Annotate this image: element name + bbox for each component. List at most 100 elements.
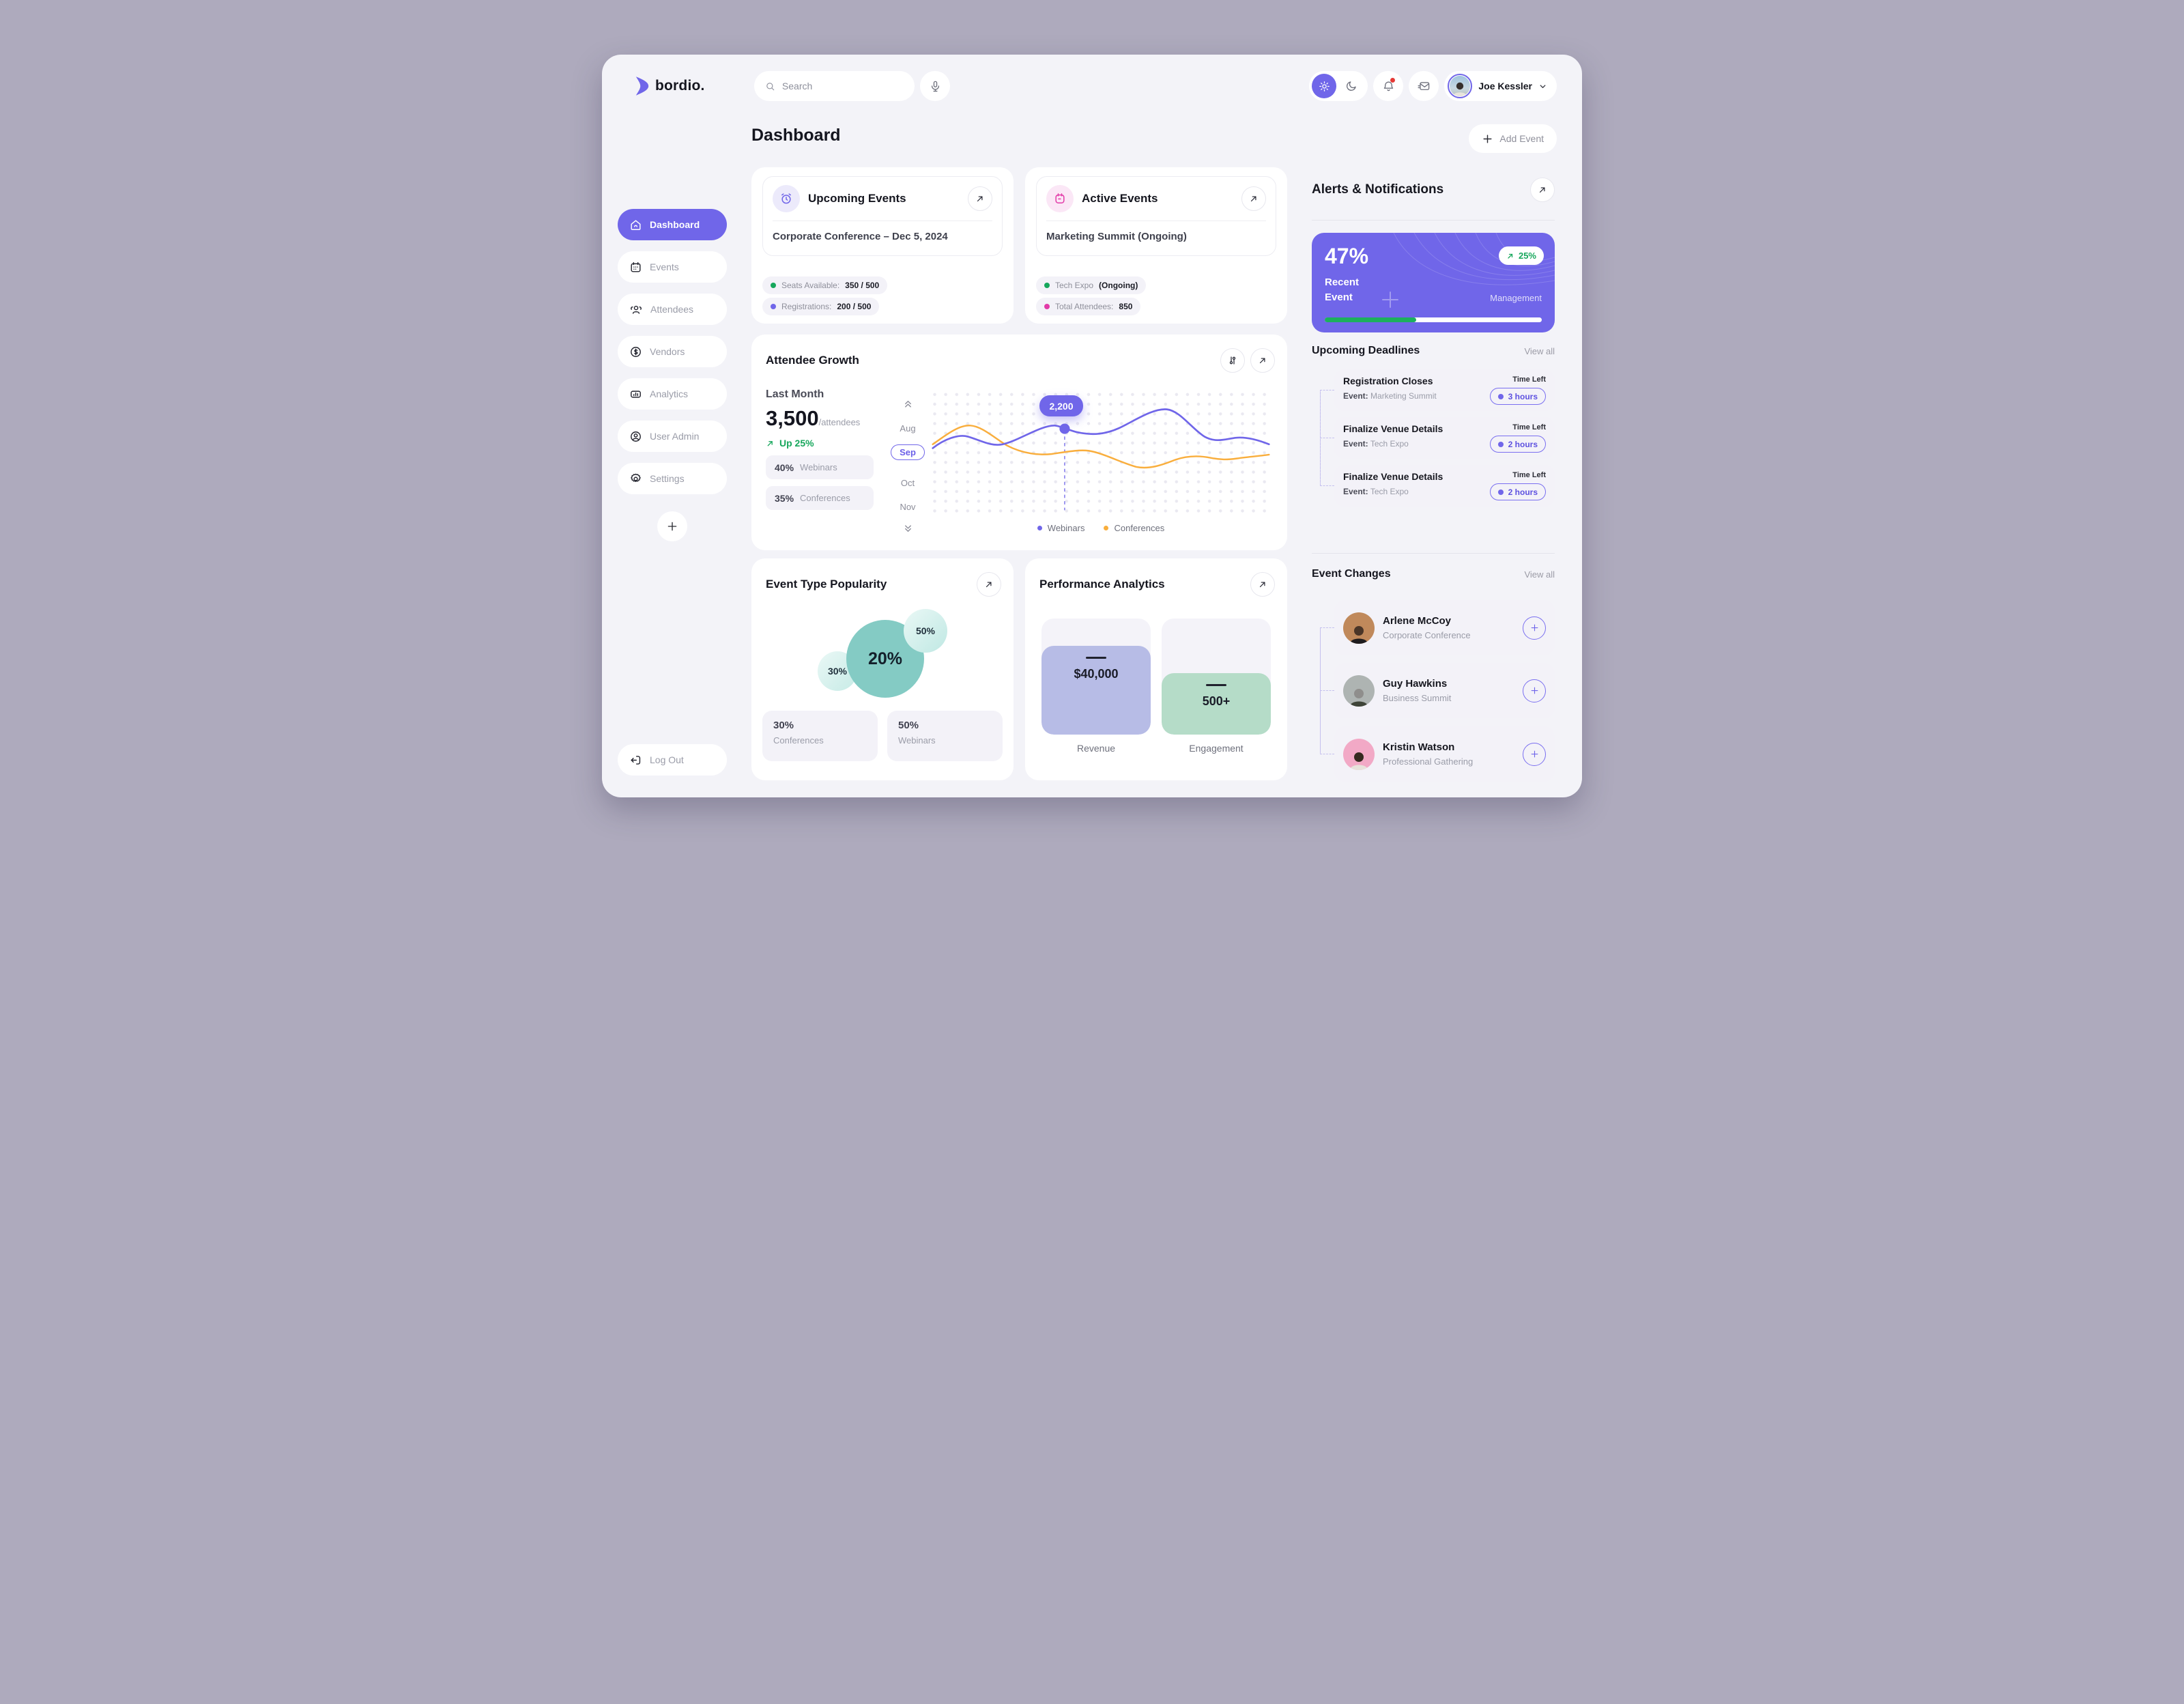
user-menu[interactable]: Joe Kessler [1444, 71, 1557, 101]
month-option-nov[interactable]: Nov [900, 502, 916, 512]
event-change-row[interactable]: Arlene McCoy Corporate Conference [1334, 600, 1555, 655]
share-label: Conferences [800, 493, 850, 503]
divider [1312, 553, 1555, 554]
sidebar: Dashboard Events Attendees [618, 209, 727, 494]
voice-search-button[interactable] [920, 71, 950, 101]
legend-webinars: Webinars [1037, 523, 1084, 533]
scroll-up-icon[interactable] [903, 399, 913, 408]
scroll-down-icon[interactable] [903, 524, 913, 533]
sidebar-item-user-admin[interactable]: User Admin [618, 421, 727, 452]
person-silhouette [1350, 625, 1368, 644]
upcoming-events-summary-box: Upcoming Events Corporate Conference – D… [762, 176, 1003, 256]
engagement-bar: 500+ [1162, 673, 1271, 735]
promo-progress-track [1325, 317, 1542, 322]
event-type-tiles: 30% Conferences 50% Webinars [762, 711, 1003, 761]
stat-value: 350 / 500 [845, 281, 880, 290]
sidebar-item-vendors[interactable]: Vendors [618, 336, 727, 367]
add-change-button[interactable] [1523, 742, 1546, 766]
sidebar-add-button[interactable] [657, 511, 687, 541]
sidebar-item-analytics[interactable]: Analytics [618, 378, 727, 410]
section-title: Event Changes [1312, 568, 1391, 580]
sidebar-item-dashboard[interactable]: Dashboard [618, 209, 727, 240]
share-pct: 35% [775, 492, 794, 504]
active-events-open-button[interactable] [1241, 186, 1266, 211]
card-title: Active Events [1082, 192, 1158, 205]
time-left-value: 2 hours [1508, 487, 1538, 497]
add-event-button[interactable]: Add Event [1469, 124, 1557, 153]
section-title: Upcoming Deadlines [1312, 345, 1420, 356]
arrow-up-right-icon [1259, 582, 1265, 588]
mail-icon [1418, 81, 1430, 90]
deadlines-view-all-link[interactable]: View all [1524, 345, 1555, 356]
alerts-open-button[interactable] [1530, 178, 1555, 202]
event-key: Event: [1343, 391, 1368, 401]
theme-toggle[interactable] [1309, 71, 1368, 101]
bubble-main: 20% [846, 620, 924, 698]
month-option-sep-selected[interactable]: Sep [891, 444, 925, 460]
dark-mode-button[interactable] [1339, 74, 1364, 98]
legend-label: Conferences [1114, 523, 1165, 533]
person-event: Business Summit [1383, 693, 1452, 703]
change-info: Guy Hawkins Business Summit [1383, 678, 1451, 703]
light-mode-button[interactable] [1312, 74, 1337, 98]
deadline-title: Finalize Venue Details [1343, 423, 1443, 434]
dollar-coin-icon [631, 346, 641, 357]
event-change-row[interactable]: Kristin Watson Professional Gathering [1334, 726, 1555, 782]
plus-icon [667, 522, 677, 531]
plus-icon [1483, 134, 1492, 143]
user-name: Joe Kessler [1478, 81, 1532, 91]
search-bar[interactable] [754, 71, 915, 101]
month-option-oct[interactable]: Oct [900, 478, 915, 488]
logout-button[interactable]: Log Out [618, 744, 727, 776]
attendee-growth-chart[interactable]: 2,200 [930, 393, 1271, 515]
promo-line1: Recent [1325, 276, 1360, 288]
promo-right-label: Management [1490, 293, 1542, 303]
revenue-label: Revenue [1076, 743, 1116, 754]
bubble-value: 30% [827, 666, 848, 677]
event-type-open-button[interactable] [977, 572, 1001, 597]
trend-up-icon [1508, 253, 1513, 259]
section-title: Alerts & Notifications [1312, 182, 1444, 197]
sidebar-item-attendees[interactable]: Attendees [618, 294, 727, 325]
desktop-background: bordio. [546, 0, 1638, 852]
promo-line2: Event [1325, 292, 1353, 303]
purple-dot [1497, 441, 1504, 447]
chart-filter-button[interactable] [1220, 348, 1245, 373]
conferences-share-pill: 35% Conferences [766, 486, 874, 510]
changes-view-all-link[interactable]: View all [1524, 569, 1555, 580]
deadline-card[interactable]: Finalize Venue Details Event: Tech Expo … [1334, 465, 1555, 507]
stat-label: Tech Expo [1055, 281, 1094, 290]
total-attendees-pill: Total Attendees: 850 [1036, 298, 1141, 315]
time-left-pill: 3 hours [1489, 388, 1546, 405]
deadline-card[interactable]: Registration Closes Event: Marketing Sum… [1334, 369, 1555, 411]
deadline-card[interactable]: Finalize Venue Details Event: Tech Expo … [1334, 417, 1555, 459]
connector-stub [1320, 627, 1334, 628]
notifications-button[interactable] [1373, 71, 1404, 101]
plus-icon [1531, 750, 1538, 758]
sidebar-label: Events [650, 261, 679, 272]
tile-pct: 50% [898, 720, 919, 731]
add-change-button[interactable] [1523, 616, 1546, 640]
attendee-growth-open-button[interactable] [1250, 348, 1275, 373]
webinars-tile: 50% Webinars [887, 711, 1003, 761]
purple-dot [1497, 393, 1504, 399]
sidebar-label: Vendors [650, 346, 685, 357]
person-silhouette [1350, 688, 1368, 707]
green-dot [1044, 283, 1050, 288]
messages-button[interactable] [1409, 71, 1439, 101]
tile-pct: 30% [773, 720, 794, 731]
sidebar-item-settings[interactable]: Settings [618, 463, 727, 494]
event-change-row[interactable]: Guy Hawkins Business Summit [1334, 663, 1555, 718]
recent-event-promo-card[interactable]: 47% 25% Recent Event Management [1312, 233, 1555, 332]
performance-open-button[interactable] [1250, 572, 1275, 597]
month-option-aug[interactable]: Aug [900, 423, 916, 434]
upcoming-events-open-button[interactable] [968, 186, 992, 211]
add-change-button[interactable] [1523, 679, 1546, 702]
sidebar-label: Dashboard [650, 219, 700, 230]
legend-dot-purple [1037, 526, 1042, 530]
search-input[interactable] [781, 81, 904, 91]
app-logo[interactable]: bordio. [635, 76, 749, 96]
bordio-logo-icon [635, 76, 649, 96]
app-window: bordio. [602, 55, 1582, 797]
sidebar-item-events[interactable]: Events [618, 251, 727, 283]
